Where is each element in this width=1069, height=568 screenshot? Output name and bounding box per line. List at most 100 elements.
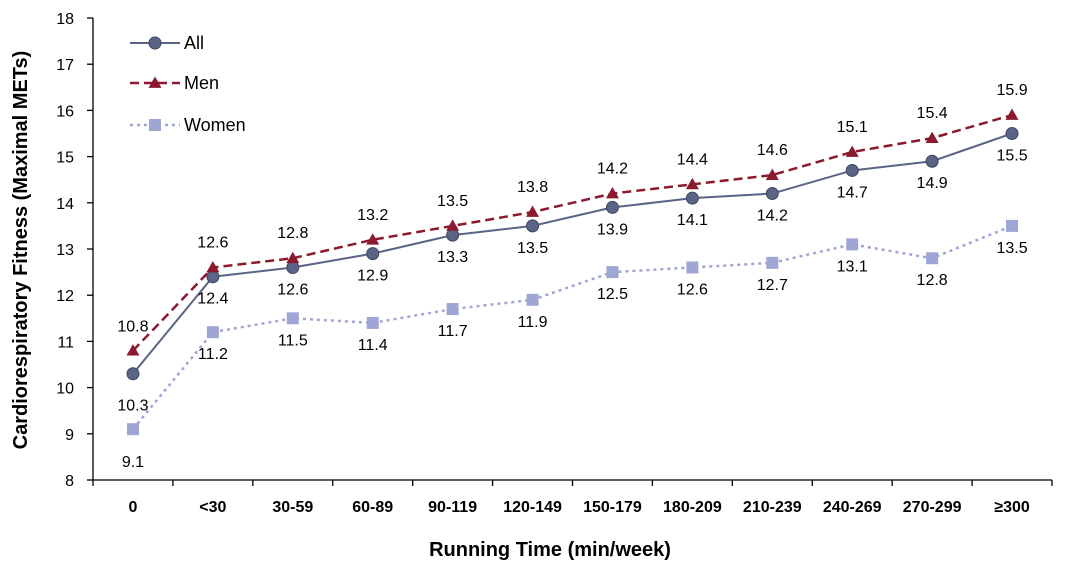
data-labels: 10.3 12.4 12.6 12.9 13.3 13.5 13.9 14.1 14.2 14.7… [117, 82, 1027, 471]
series-women [126, 219, 1019, 436]
men-marker [286, 251, 300, 264]
women-marker [286, 312, 299, 325]
x-tick-label: ≥300 [994, 499, 1030, 516]
all-data-label: 14.9 [917, 175, 948, 192]
y-tick-label: 8 [65, 473, 74, 490]
women-marker [126, 423, 139, 436]
x-tick-label: 60-89 [352, 499, 393, 516]
women-data-label: 11.7 [438, 323, 468, 340]
all-data-label: 15.5 [996, 148, 1027, 165]
men-data-label: 14.6 [757, 142, 788, 159]
men-data-label: 13.5 [437, 193, 468, 210]
all-marker [286, 260, 300, 274]
women-marker [526, 293, 539, 306]
all-data-label: 10.3 [117, 398, 148, 415]
series-men [126, 108, 1019, 356]
x-tick-label: <30 [199, 499, 226, 516]
all-marker [765, 187, 779, 201]
y-tick-label: 10 [56, 381, 74, 398]
women-marker [766, 256, 779, 269]
men-data-label: 10.8 [117, 319, 148, 336]
men-data-label: 13.2 [357, 207, 388, 224]
women-marker [446, 303, 459, 316]
men-marker [126, 344, 140, 356]
x-tick-label: 270-299 [903, 499, 962, 516]
all-marker [605, 200, 619, 214]
women-data-label: 9.1 [122, 454, 144, 471]
series-all [126, 127, 1019, 381]
men-data-label: 13.8 [517, 179, 548, 196]
men-marker [206, 260, 220, 273]
all-marker [446, 228, 460, 242]
y-tick-label: 18 [56, 11, 74, 28]
women-data-label: 11.4 [358, 337, 388, 354]
women-data-label: 12.5 [597, 286, 628, 303]
legend-item-men: Men [130, 73, 219, 93]
legend-item-women: Women [130, 115, 246, 135]
x-axis-title: Running Time (min/week) [429, 539, 671, 561]
all-data-label: 13.5 [517, 240, 548, 257]
y-tick-label: 9 [65, 427, 74, 444]
women-marker [926, 252, 939, 265]
women-data-label: 13.1 [837, 258, 868, 275]
all-marker [366, 247, 380, 261]
men-marker [845, 145, 859, 157]
men-marker [765, 168, 779, 180]
women-data-label: 12.7 [757, 277, 788, 294]
women-marker [686, 261, 699, 274]
women-marker [1006, 219, 1019, 232]
series-line-women [131, 224, 1013, 430]
series-line-men [132, 113, 1013, 352]
x-tick-label: 30-59 [272, 499, 313, 516]
men-marker [685, 177, 699, 190]
legend-label-all: All [184, 33, 204, 53]
all-marker [685, 191, 699, 205]
y-tick-label: 13 [56, 242, 74, 259]
men-marker [526, 205, 540, 217]
women-data-label: 11.9 [518, 314, 548, 331]
women-marker [206, 326, 219, 339]
y-tick-label: 16 [56, 103, 74, 120]
men-data-label: 15.9 [996, 82, 1027, 99]
men-marker [925, 131, 939, 143]
legend-item-all: All [130, 33, 204, 53]
all-data-label: 13.9 [597, 221, 628, 238]
women-marker [846, 238, 859, 251]
all-data-label: 14.1 [677, 212, 708, 229]
all-marker [925, 154, 939, 168]
men-data-label: 14.4 [677, 151, 708, 168]
x-tick-label: 210-239 [743, 499, 802, 516]
legend-marker-men [148, 76, 162, 88]
women-data-label: 11.5 [278, 332, 308, 349]
x-tick-label: 150-179 [583, 499, 642, 516]
women-data-label: 11.2 [198, 346, 228, 363]
all-data-label: 14.2 [757, 208, 788, 225]
all-marker [1005, 127, 1019, 140]
x-tick-label: 0 [129, 499, 138, 516]
x-tick-label: 90-119 [428, 499, 477, 516]
women-data-label: 12.6 [677, 281, 708, 298]
y-tick-label: 12 [56, 288, 74, 305]
all-marker [206, 270, 220, 284]
legend-label-men: Men [184, 73, 219, 93]
men-data-label: 14.2 [597, 161, 628, 178]
legend-label-women: Women [184, 115, 246, 135]
men-data-label: 15.4 [917, 105, 948, 122]
all-data-label: 12.4 [197, 291, 228, 308]
legend: All Men Women [130, 33, 246, 135]
y-axis-title: Cardiorespiratory Fitness (Maximal METs) [10, 51, 32, 450]
x-tick-label: 120-149 [503, 499, 562, 516]
men-data-label: 12.6 [197, 234, 228, 251]
all-marker [845, 163, 859, 177]
y-tick-label: 11 [57, 334, 74, 351]
all-data-label: 12.6 [277, 281, 308, 298]
all-data-label: 14.7 [837, 184, 868, 201]
x-tick-label: 180-209 [663, 499, 722, 516]
men-marker [1005, 108, 1019, 120]
y-tick-label: 17 [56, 57, 74, 74]
all-marker [526, 219, 540, 233]
series-line-all [132, 132, 1013, 375]
men-data-label: 12.8 [277, 225, 308, 242]
y-tick-label: 15 [56, 150, 74, 167]
